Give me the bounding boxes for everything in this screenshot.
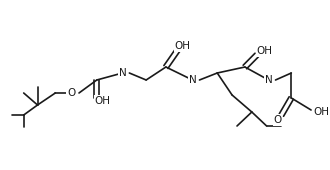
Text: OH: OH: [175, 41, 191, 51]
Text: OH: OH: [313, 107, 329, 117]
Text: O: O: [273, 115, 281, 125]
Text: N: N: [189, 75, 196, 85]
Text: N: N: [118, 68, 126, 78]
Text: OH: OH: [257, 46, 273, 56]
Text: OH: OH: [95, 96, 111, 106]
Text: O: O: [67, 88, 75, 98]
Text: N: N: [265, 75, 273, 85]
